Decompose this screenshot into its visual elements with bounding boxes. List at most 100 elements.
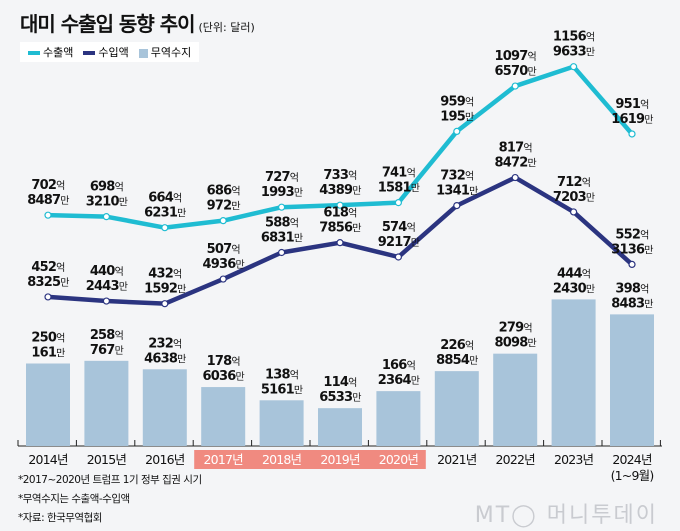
bar-label-minor: 767만: [90, 343, 124, 358]
bar-label: 398억: [615, 281, 648, 296]
bar-label: 166억: [382, 358, 415, 373]
bar-label: 138억: [265, 367, 298, 382]
bar-label-minor: 8483만: [611, 296, 653, 311]
bar-label: 178억: [207, 354, 240, 369]
bar-label-minor: 2430만: [553, 281, 595, 296]
label-export: 727억: [265, 170, 298, 185]
label-import-minor: 7203만: [553, 190, 595, 205]
bar-label-minor: 6036만: [203, 369, 245, 384]
label-export: 733억: [323, 168, 356, 183]
legend-label-export: 수출액: [43, 46, 74, 59]
bar-balance: [434, 371, 479, 446]
label-import: 712억: [557, 175, 590, 190]
bar-label: 258억: [90, 328, 123, 343]
label-export: 664억: [148, 191, 181, 206]
point-import: [102, 297, 111, 305]
label-import-minor: 9217만: [378, 235, 420, 250]
label-import: 574억: [382, 220, 415, 235]
point-import: [161, 300, 169, 308]
label-import: 552억: [615, 227, 648, 242]
x-tick-label: 2014년: [28, 452, 68, 467]
x-tick-label: 2020년: [379, 452, 419, 467]
legend-balance: 무역수지: [138, 44, 192, 60]
bar-balance: [610, 314, 654, 446]
point-export: [511, 82, 519, 90]
point-import: [278, 248, 286, 257]
note-source: *자료: 한국무역협회: [18, 512, 102, 524]
label-export: 959억: [440, 94, 473, 109]
label-export: 702억: [31, 178, 64, 193]
bar-balance: [376, 391, 421, 446]
x-tick-label: 2022년: [496, 452, 536, 467]
label-import-minor: 8472만: [495, 156, 537, 171]
label-import-minor: 1592만: [144, 282, 186, 297]
label-export: 686억: [207, 184, 240, 199]
legend-swatch-balance: [138, 48, 148, 58]
label-import-minor: 3136만: [611, 242, 653, 257]
legend-label-balance: 무역수지: [150, 46, 192, 59]
point-export: [453, 127, 461, 136]
point-export: [44, 211, 52, 219]
legend-label-import: 수입액: [98, 46, 129, 59]
label-export-minor: 4389만: [319, 183, 361, 198]
bar-balance: [26, 363, 70, 446]
note-trump: *2017~2020년 트럼프 1기 정부 집권 시기: [18, 474, 202, 486]
unit-label: (단위: 달러): [198, 21, 255, 34]
label-import: 507억: [207, 242, 240, 257]
label-export-minor: 1581만: [378, 181, 420, 196]
legend-import: 수입액: [83, 44, 129, 60]
bar-balance: [493, 353, 538, 446]
point-export: [278, 203, 286, 211]
bar-label: 232억: [148, 336, 181, 351]
point-import: [336, 239, 344, 247]
note-balance: *무역수지는 수출액-수입액: [18, 493, 130, 505]
x-tick-label: 2016년: [145, 452, 185, 467]
label-export-minor: 3210만: [86, 195, 128, 210]
label-export: 1097억: [495, 49, 536, 64]
bar-label-minor: 8098만: [495, 336, 537, 351]
point-export: [102, 213, 111, 221]
point-import: [569, 208, 578, 216]
bar-label: 444억: [557, 266, 590, 281]
bar-label: 226억: [440, 338, 473, 353]
bar-label-minor: 2364만: [378, 373, 420, 388]
bar-balance: [84, 360, 129, 446]
label-export-minor: 6231만: [144, 206, 186, 221]
label-import: 618억: [323, 206, 356, 221]
label-export: 951억: [615, 97, 648, 112]
point-import: [628, 260, 636, 268]
bar-balance: [142, 369, 187, 446]
point-import: [219, 275, 227, 283]
legend-swatch-export: [28, 51, 40, 55]
label-import-minor: 8325만: [27, 275, 69, 290]
point-import: [453, 201, 461, 210]
bar-label-minor: 5161만: [261, 382, 303, 397]
bar-label: 114억: [323, 375, 356, 390]
label-import: 432억: [148, 267, 181, 282]
label-import-minor: 6831만: [261, 231, 303, 246]
label-import: 588억: [265, 216, 298, 231]
label-export-minor: 1619만: [611, 112, 653, 127]
legend-export: 수출액: [28, 44, 73, 60]
x-tick-label: 2023년: [554, 452, 594, 467]
bar-label-minor: 6533만: [319, 390, 361, 405]
label-import: 452억: [31, 260, 64, 275]
label-import: 817억: [499, 141, 532, 156]
bar-label-minor: 161만: [31, 345, 65, 360]
point-import: [394, 253, 402, 261]
point-import: [511, 173, 519, 182]
x-tick-label: 2015년: [87, 452, 127, 467]
x-tick-label: 2024년: [612, 452, 652, 467]
x-tick-sublabel: (1~9월): [611, 468, 654, 483]
label-export-minor: 6570만: [495, 64, 537, 79]
label-export-minor: 8487만: [27, 193, 69, 208]
x-tick-label: 2018년: [262, 452, 302, 467]
footnotes: *2017~2020년 트럼프 1기 정부 집권 시기 *무역수지는 수출액-수…: [18, 471, 202, 528]
label-import: 440억: [90, 264, 123, 279]
point-export: [394, 199, 402, 207]
point-export: [628, 130, 636, 138]
label-export-minor: 972만: [207, 199, 241, 214]
bar-label-minor: 4638만: [144, 351, 186, 366]
point-export: [336, 201, 344, 209]
